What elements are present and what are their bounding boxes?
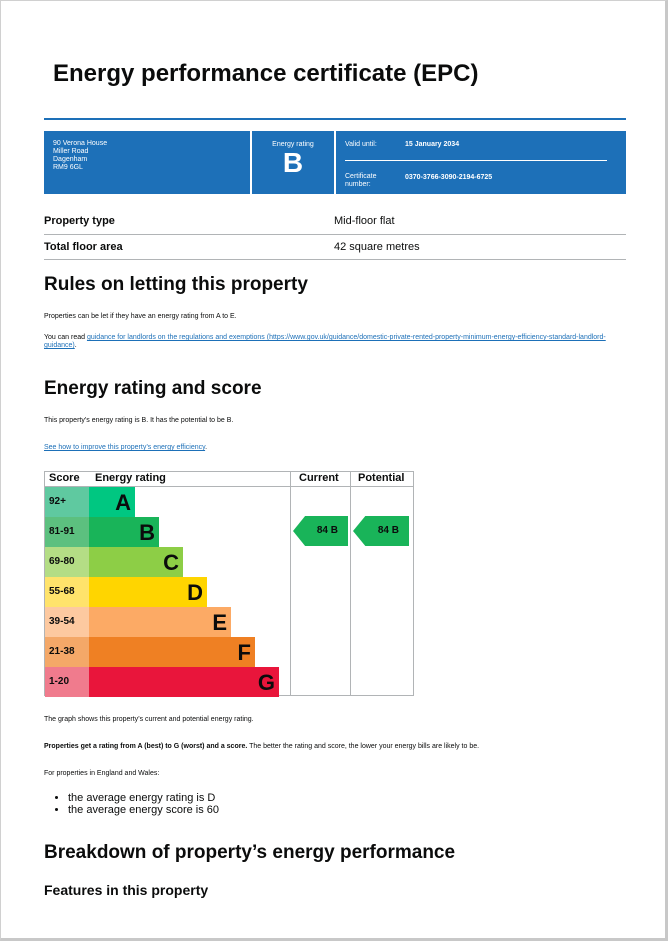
list-item: the average energy score is 60 [68,804,219,816]
text: . [205,444,208,451]
band-bar-f: F [89,637,255,667]
region-text: For properties in England and Wales: [44,770,160,777]
band-score-g: 1-20 [45,667,89,697]
divider [345,160,607,161]
address-line: Miller Road [53,148,89,155]
text: You can read [44,334,87,341]
divider [350,472,351,695]
rating-box: Energy rating B [252,131,334,194]
band-bar-c: C [89,547,183,577]
address-line: RM9 6GL [53,164,83,171]
band-bar-d: D [89,577,207,607]
valid-value: 15 January 2034 [405,141,460,148]
guidance-link[interactable]: guidance for landlords on the regulation… [44,334,606,349]
address-line: Dagenham [53,156,88,163]
value: 42 square metres [334,241,420,253]
band-bar-b: B [89,517,159,547]
rating-label: Energy rating [272,141,314,148]
breakdown-heading: Breakdown of property’s energy performan… [44,842,456,863]
band-score-d: 55-68 [45,577,89,607]
text: The better the rating and score, the low… [247,743,480,750]
header-score: Score [49,472,80,484]
averages-list: the average energy rating is D the avera… [68,792,219,816]
features-heading: Features in this property [44,882,209,898]
improve-para: See how to improve this property’s energ… [44,444,207,452]
band-score-f: 21-38 [45,637,89,667]
letting-heading: Rules on letting this property [44,274,308,295]
band-bar-g: G [89,667,279,697]
band-score-b: 81-91 [45,517,89,547]
graph-text: The graph shows this property’s current … [44,716,254,723]
rating-letter: B [282,147,304,178]
floor-area-row: Total floor area 42 square metres [44,235,626,260]
label: Total floor area [44,241,123,253]
divider [45,486,413,487]
rating-text: This property’s energy rating is B. It h… [44,417,234,424]
address-box: 90 Verona House Miller Road Dagenham RM9… [44,131,250,194]
label: Property type [44,215,115,227]
band-score-c: 69-80 [45,547,89,577]
cert-value: 0370-3766-3090-2194-6725 [405,174,493,181]
potential-rating-arrow: 84 B [353,516,409,546]
bold-text: Properties get a rating from A (best) to… [44,743,248,750]
energy-rating-chart: Score Energy rating Current Potential 92… [44,471,414,697]
improve-link[interactable]: See how to improve this property’s energ… [44,444,206,451]
band-bar-e: E [89,607,231,637]
divider [290,472,291,695]
band-bar-a: A [89,487,135,517]
valid-label: Valid until: [345,141,377,148]
header-current: Current [299,472,339,484]
address-line: 90 Verona House [53,140,108,147]
rating-explainer: Properties get a rating from A (best) to… [44,743,479,751]
page-title: Energy performance certificate (EPC) [53,60,479,87]
divider [44,118,626,120]
band-score-e: 39-54 [45,607,89,637]
band-score-a: 92+ [45,487,89,517]
rating-heading: Energy rating and score [44,378,262,399]
list-item: the average energy rating is D [68,792,219,804]
property-type-row: Property type Mid-floor flat [44,210,626,235]
header-rating: Energy rating [95,472,166,484]
cert-label: Certificate number: [345,173,377,188]
header-potential: Potential [358,472,405,484]
letting-text: Properties can be let if they have an en… [44,313,237,320]
current-rating-arrow: 84 B [293,516,348,546]
text: . [74,342,77,349]
validity-box: Valid until: 15 January 2034 Certificate… [336,131,626,194]
letting-guidance: You can read guidance for landlords on t… [44,334,614,350]
value: Mid-floor flat [334,215,395,227]
